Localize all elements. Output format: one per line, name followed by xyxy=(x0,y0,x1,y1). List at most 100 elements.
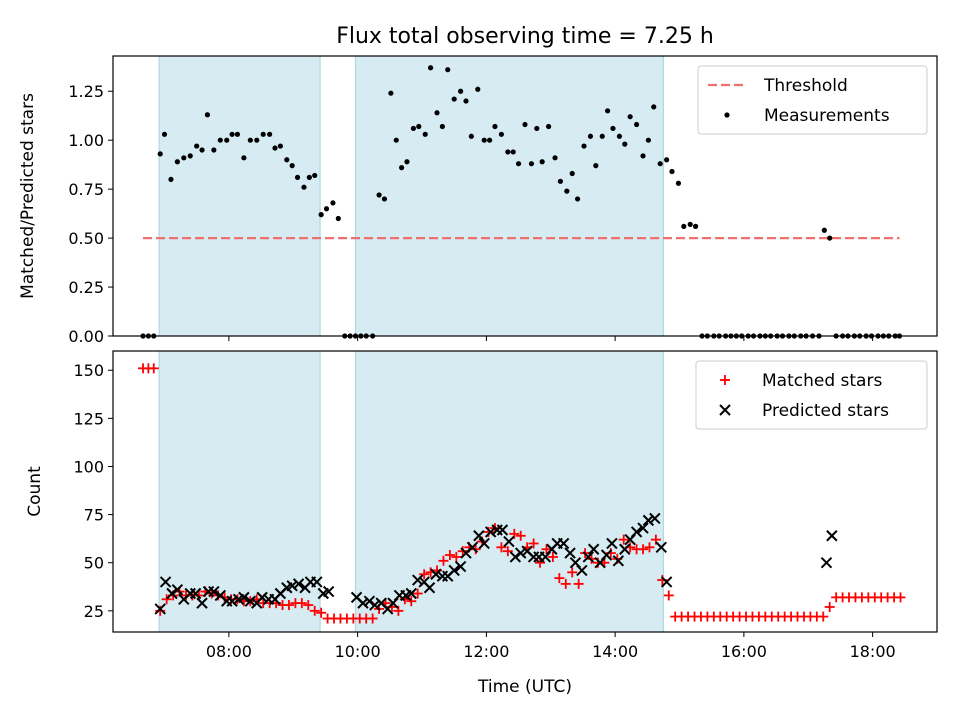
y-tick-label: 100 xyxy=(73,457,104,476)
observing-window-span xyxy=(355,56,664,336)
predicted-stars-point xyxy=(478,537,490,550)
x-axis-label: Time (UTC) xyxy=(477,677,572,697)
measurement-point xyxy=(463,98,469,104)
legend-label: Matched stars xyxy=(762,371,882,391)
y-tick-label: 75 xyxy=(84,506,104,525)
measurement-point xyxy=(552,155,558,161)
y-tick-label: 50 xyxy=(84,554,104,573)
matched-stars-point xyxy=(148,363,159,374)
measurement-point xyxy=(627,114,633,120)
x-tick-label: 16:00 xyxy=(721,642,767,661)
predicted-stars-point xyxy=(292,578,305,590)
measurement-point xyxy=(505,149,511,155)
measurement-point xyxy=(381,196,388,202)
measurement-point xyxy=(318,212,324,218)
matched-stars-point xyxy=(309,605,320,616)
matched-stars-point xyxy=(419,569,430,580)
y-axis-label: Matched/Predicted stars xyxy=(18,93,38,299)
measurement-point xyxy=(335,215,341,222)
predicted-stars-point xyxy=(208,585,220,598)
measurement-point xyxy=(445,67,451,73)
predicted-stars-point xyxy=(637,522,649,534)
matched-stars-point xyxy=(528,538,539,549)
legend-label: Threshold xyxy=(763,76,848,96)
measurement-point xyxy=(574,196,581,202)
y-tick-label: 0.75 xyxy=(68,180,104,199)
matched-stars-point xyxy=(663,590,674,601)
predicted-stars-point xyxy=(576,564,588,577)
measurement-point xyxy=(284,157,290,163)
predicted-stars-point xyxy=(509,551,522,563)
measurement-point xyxy=(224,137,230,143)
measurement-point xyxy=(564,188,570,194)
measurement-point xyxy=(599,133,605,139)
predicted-stars-point xyxy=(564,547,576,559)
measurement-point xyxy=(289,163,295,169)
measurement-point xyxy=(330,200,336,206)
predicted-stars-point xyxy=(412,574,424,586)
measurement-point xyxy=(199,147,205,153)
y-tick-label: 0.00 xyxy=(68,327,104,346)
predicted-stars-point xyxy=(642,514,655,527)
measurement-point xyxy=(229,131,235,137)
x-tick-label: 18:00 xyxy=(850,642,896,661)
matched-stars-point xyxy=(406,596,417,607)
measurement-point xyxy=(515,161,522,167)
legend-box xyxy=(697,65,928,135)
x-tick-label: 12:00 xyxy=(463,642,509,661)
ratio-panel: 0.00 0.25 0.50 0.75 1.00 1.25 Matched/Predicte… xyxy=(18,55,938,346)
predicted-stars-point xyxy=(630,526,643,538)
observing-window-span xyxy=(355,351,664,632)
measurement-point xyxy=(645,137,651,143)
measurement-point xyxy=(486,137,493,143)
matched-stars-point xyxy=(644,542,655,553)
predicted-stars-point xyxy=(357,597,369,609)
predicted-stars-point xyxy=(660,576,673,588)
measurement-point xyxy=(605,108,611,114)
measurement-point xyxy=(187,153,193,159)
x-tick-label: 10:00 xyxy=(335,642,381,661)
y-tick-label: 0.50 xyxy=(68,229,104,248)
predicted-stars-point xyxy=(649,512,661,525)
matched-stars-point xyxy=(412,588,423,599)
measurement-point xyxy=(468,133,474,139)
measurement-point xyxy=(557,178,564,184)
measurement-point xyxy=(651,104,657,110)
measurement-point xyxy=(399,165,405,171)
predicted-stars-point xyxy=(238,591,250,604)
measurement-point xyxy=(241,155,247,161)
matched-stars-point xyxy=(567,567,578,578)
legend: Threshold Measurements xyxy=(697,65,928,135)
predicted-stars-point xyxy=(166,587,178,600)
measurement-point xyxy=(211,147,217,153)
measurement-point xyxy=(410,125,417,132)
measurement-point xyxy=(669,168,675,175)
measurement-point xyxy=(161,131,168,137)
measurement-point xyxy=(277,143,283,149)
observing-window-span xyxy=(159,56,321,336)
measurement-point xyxy=(393,137,399,143)
axes-frame xyxy=(112,350,938,633)
predicted-stars-point xyxy=(557,537,570,550)
measurement-point xyxy=(247,137,253,143)
count-panel: 25 50 75 100 125 150 08:00 10:00 12:00 14:00 16:00… xyxy=(25,350,938,661)
predicted-stars-point xyxy=(189,587,202,600)
predicted-stars-point xyxy=(244,595,257,607)
measurement-point xyxy=(546,123,552,130)
matched-stars-point xyxy=(283,600,294,611)
measurement-point xyxy=(427,65,434,71)
measurement-point xyxy=(157,151,163,157)
predicted-stars-point xyxy=(619,543,631,555)
matched-stars-point xyxy=(367,613,378,624)
measurement-point xyxy=(616,133,623,139)
chart-title: Flux total observing time = 7.25 h xyxy=(336,24,714,49)
measurement-point xyxy=(593,163,599,169)
measurement-point xyxy=(492,123,498,130)
predicted-stars-point xyxy=(363,595,376,607)
measurement-point xyxy=(610,125,616,132)
measurement-point xyxy=(416,123,422,130)
predicted-stars-point xyxy=(454,560,467,573)
predicted-stars-point xyxy=(612,555,625,567)
matched-stars-point xyxy=(560,578,571,589)
